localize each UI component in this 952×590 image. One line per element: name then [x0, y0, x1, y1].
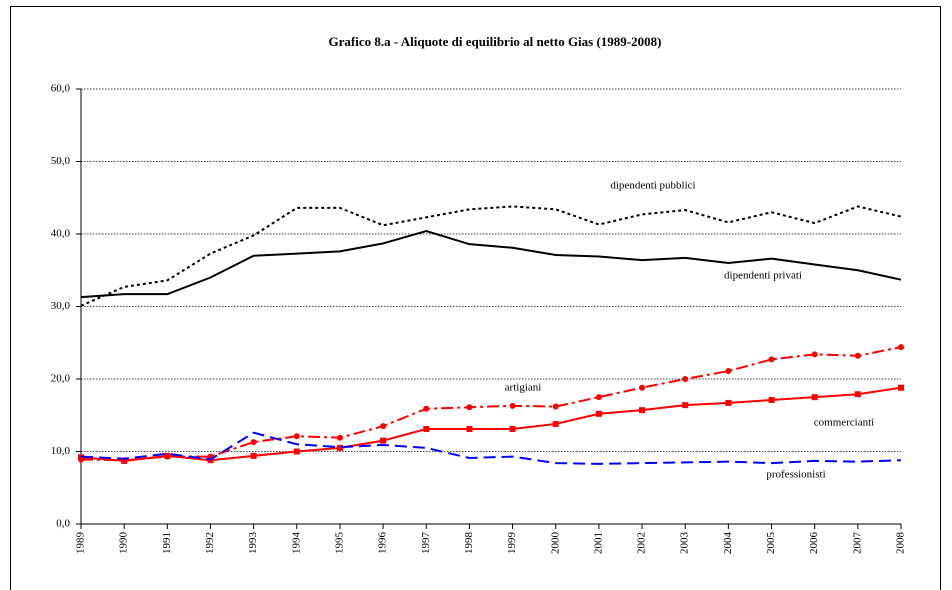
point: [293, 433, 300, 440]
x-tick-label: 1996: [377, 532, 389, 555]
point: [898, 384, 904, 391]
x-tick-label: 1997: [420, 532, 432, 555]
point: [854, 352, 861, 359]
point: [768, 397, 775, 404]
point: [552, 420, 559, 427]
point: [811, 394, 818, 401]
point: [509, 402, 516, 409]
point: [595, 394, 602, 401]
series-label: artigiani: [505, 382, 542, 394]
y-tick-label: 60,0: [51, 83, 71, 95]
point: [380, 437, 387, 444]
point: [121, 457, 128, 464]
point: [682, 376, 689, 382]
x-tick-label: 2000: [549, 532, 561, 555]
point: [595, 410, 602, 417]
series-line: [80, 431, 902, 465]
x-tick-label: 1995: [333, 532, 345, 555]
x-tick-label: 2003: [679, 532, 691, 555]
point: [466, 426, 473, 433]
point: [164, 452, 171, 459]
point: [552, 403, 559, 410]
point: [423, 426, 430, 433]
x-tick-label: 1999: [506, 532, 518, 555]
x-tick-label: 1991: [161, 532, 173, 554]
point: [898, 344, 904, 351]
y-tick-label: 50,0: [51, 155, 71, 167]
x-tick-label: 1990: [118, 532, 130, 555]
x-tick-label: 1993: [247, 532, 259, 555]
y-tick-label: 0,0: [56, 518, 70, 530]
point: [768, 356, 775, 363]
point: [293, 448, 300, 455]
y-tick-label: 10,0: [51, 445, 71, 457]
series-label: dipendenti privati: [724, 270, 802, 282]
point: [250, 439, 257, 446]
series-line: [80, 346, 902, 462]
x-tick-label: 1989: [75, 532, 87, 555]
x-tick-label: 2004: [722, 532, 734, 555]
series-line: [80, 205, 902, 307]
series-label: dipendenti pubblici: [610, 180, 695, 192]
x-tick-label: 2008: [895, 532, 907, 555]
point: [250, 452, 257, 459]
point: [336, 434, 343, 441]
series-label: professionisti: [766, 469, 825, 481]
point: [380, 423, 387, 430]
point: [682, 402, 689, 409]
point: [725, 399, 732, 406]
x-tick-label: 1998: [463, 532, 475, 555]
x-tick-label: 2007: [851, 532, 863, 555]
chart-title: Grafico 8.a - Aliquote di equilibrio al …: [329, 34, 662, 49]
y-tick-label: 20,0: [51, 373, 71, 385]
point: [336, 444, 343, 451]
x-tick-label: 2002: [636, 532, 648, 554]
point: [639, 407, 646, 414]
series-line: [80, 386, 902, 462]
x-tick-label: 1992: [204, 532, 216, 554]
series-label: commercianti: [814, 417, 874, 429]
chart-frame: [10, 6, 941, 590]
point: [725, 368, 732, 375]
point: [854, 391, 861, 398]
point: [509, 426, 516, 433]
x-tick-label: 2005: [765, 532, 777, 555]
point: [811, 351, 818, 358]
x-tick-label: 2006: [808, 532, 820, 555]
y-tick-label: 30,0: [51, 300, 71, 312]
series-line: [80, 230, 902, 299]
y-tick-label: 40,0: [51, 228, 71, 240]
point: [423, 405, 430, 412]
x-tick-label: 1994: [290, 532, 302, 555]
point: [466, 404, 473, 411]
point: [639, 384, 646, 391]
x-tick-label: 2001: [592, 532, 604, 554]
